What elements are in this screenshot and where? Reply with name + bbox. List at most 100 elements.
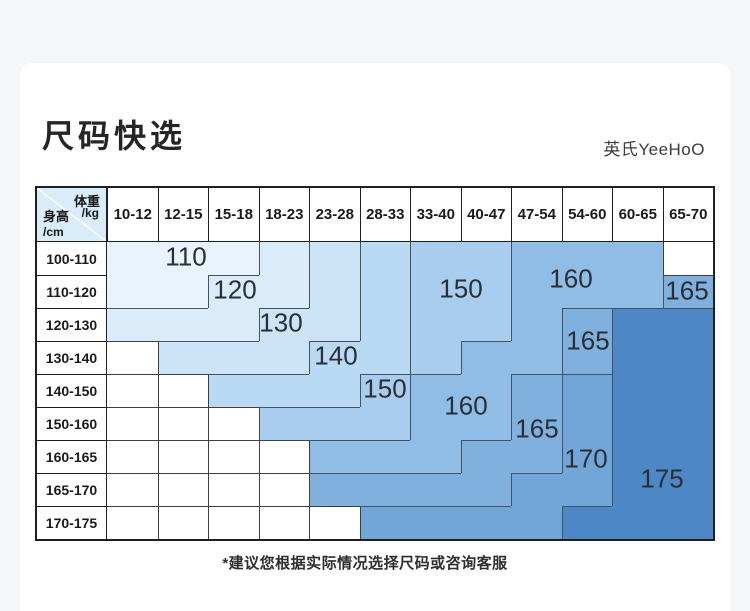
weight-column-header: 18-23	[258, 188, 309, 242]
size-cell	[460, 242, 511, 275]
size-cell	[107, 407, 158, 440]
size-cell	[460, 374, 511, 407]
size-cell	[359, 275, 410, 308]
size-cell	[561, 374, 612, 407]
size-cell	[157, 473, 208, 506]
size-cell	[561, 242, 612, 275]
size-cell	[107, 308, 158, 341]
size-cell	[612, 506, 663, 539]
brand-logo: 英氏YeeHoO	[603, 140, 705, 159]
height-row-header: 100-110	[37, 242, 107, 275]
size-cell	[157, 242, 208, 275]
size-cell	[612, 308, 663, 341]
size-cell	[561, 275, 612, 308]
size-cell	[662, 341, 713, 374]
weight-column-header: 40-47	[460, 188, 511, 242]
height-row-header: 110-120	[37, 275, 107, 308]
size-cell	[410, 440, 461, 473]
size-cell	[309, 473, 360, 506]
size-cell	[107, 440, 158, 473]
size-cell	[612, 275, 663, 308]
size-cell	[258, 473, 309, 506]
size-cell	[511, 242, 562, 275]
weight-column-header: 15-18	[208, 188, 259, 242]
size-cell	[410, 341, 461, 374]
size-cell	[258, 440, 309, 473]
corner-height-label: 身高	[43, 209, 70, 224]
weight-column-header: 12-15	[157, 188, 208, 242]
size-cell	[107, 374, 158, 407]
size-cell	[511, 506, 562, 539]
size-cell	[460, 440, 511, 473]
size-cell	[157, 374, 208, 407]
size-table: 体重 /kg 身高 /cm 10-12 12-15 15-18 18-23 23-28 2…	[35, 186, 715, 541]
weight-column-header: 65-70	[662, 188, 713, 242]
size-cell	[258, 308, 309, 341]
size-cell	[107, 341, 158, 374]
size-cell	[662, 473, 713, 506]
size-cell	[258, 242, 309, 275]
size-cell	[208, 242, 259, 275]
size-cell	[511, 440, 562, 473]
size-cell	[662, 308, 713, 341]
weight-column-header: 60-65	[612, 188, 663, 242]
size-cell	[460, 275, 511, 308]
size-cell	[309, 440, 360, 473]
size-cell	[208, 374, 259, 407]
size-cell	[511, 407, 562, 440]
weight-column-header: 28-33	[359, 188, 410, 242]
size-cell	[157, 407, 208, 440]
size-cell	[258, 506, 309, 539]
size-cell	[662, 506, 713, 539]
height-row-header: 150-160	[37, 407, 107, 440]
size-cell	[359, 242, 410, 275]
size-cell	[612, 407, 663, 440]
height-row-header: 120-130	[37, 308, 107, 341]
size-cell	[157, 506, 208, 539]
size-cell	[460, 341, 511, 374]
size-cell	[309, 242, 360, 275]
height-row-header: 140-150	[37, 374, 107, 407]
size-cell	[157, 440, 208, 473]
size-cell	[208, 506, 259, 539]
height-row-header: 130-140	[37, 341, 107, 374]
size-cell	[309, 506, 360, 539]
size-cell	[410, 275, 461, 308]
size-cell	[309, 374, 360, 407]
size-cell	[157, 341, 208, 374]
size-chart: 体重 /kg 身高 /cm 10-12 12-15 15-18 18-23 23-28 2…	[35, 186, 715, 541]
size-cell	[662, 440, 713, 473]
weight-column-header: 33-40	[410, 188, 461, 242]
size-cell	[460, 506, 511, 539]
weight-column-header: 54-60	[561, 188, 612, 242]
size-cell	[359, 341, 410, 374]
size-cell	[359, 374, 410, 407]
weight-column-header: 23-28	[309, 188, 360, 242]
size-cell	[208, 341, 259, 374]
size-cell	[612, 242, 663, 275]
size-cell	[410, 308, 461, 341]
size-cell	[258, 341, 309, 374]
content-card: 尺码快选 英氏YeeHoO 体重 /kg 身高 /cm 10-12 12-15 15…	[20, 63, 730, 611]
height-row-header: 170-175	[37, 506, 107, 539]
size-cell	[561, 341, 612, 374]
size-cell	[511, 473, 562, 506]
size-cell	[410, 473, 461, 506]
size-cell	[460, 473, 511, 506]
size-cell	[561, 308, 612, 341]
size-cell	[410, 374, 461, 407]
size-cell	[612, 440, 663, 473]
size-cell	[511, 341, 562, 374]
corner-weight-label: 体重	[73, 194, 100, 209]
size-cell	[511, 308, 562, 341]
size-cell	[157, 275, 208, 308]
size-cell	[410, 506, 461, 539]
size-cell	[359, 473, 410, 506]
size-cell	[359, 440, 410, 473]
size-cell	[561, 506, 612, 539]
size-cell	[208, 440, 259, 473]
size-cell	[309, 275, 360, 308]
height-row-header: 165-170	[37, 473, 107, 506]
size-cell	[612, 374, 663, 407]
size-cell	[359, 407, 410, 440]
